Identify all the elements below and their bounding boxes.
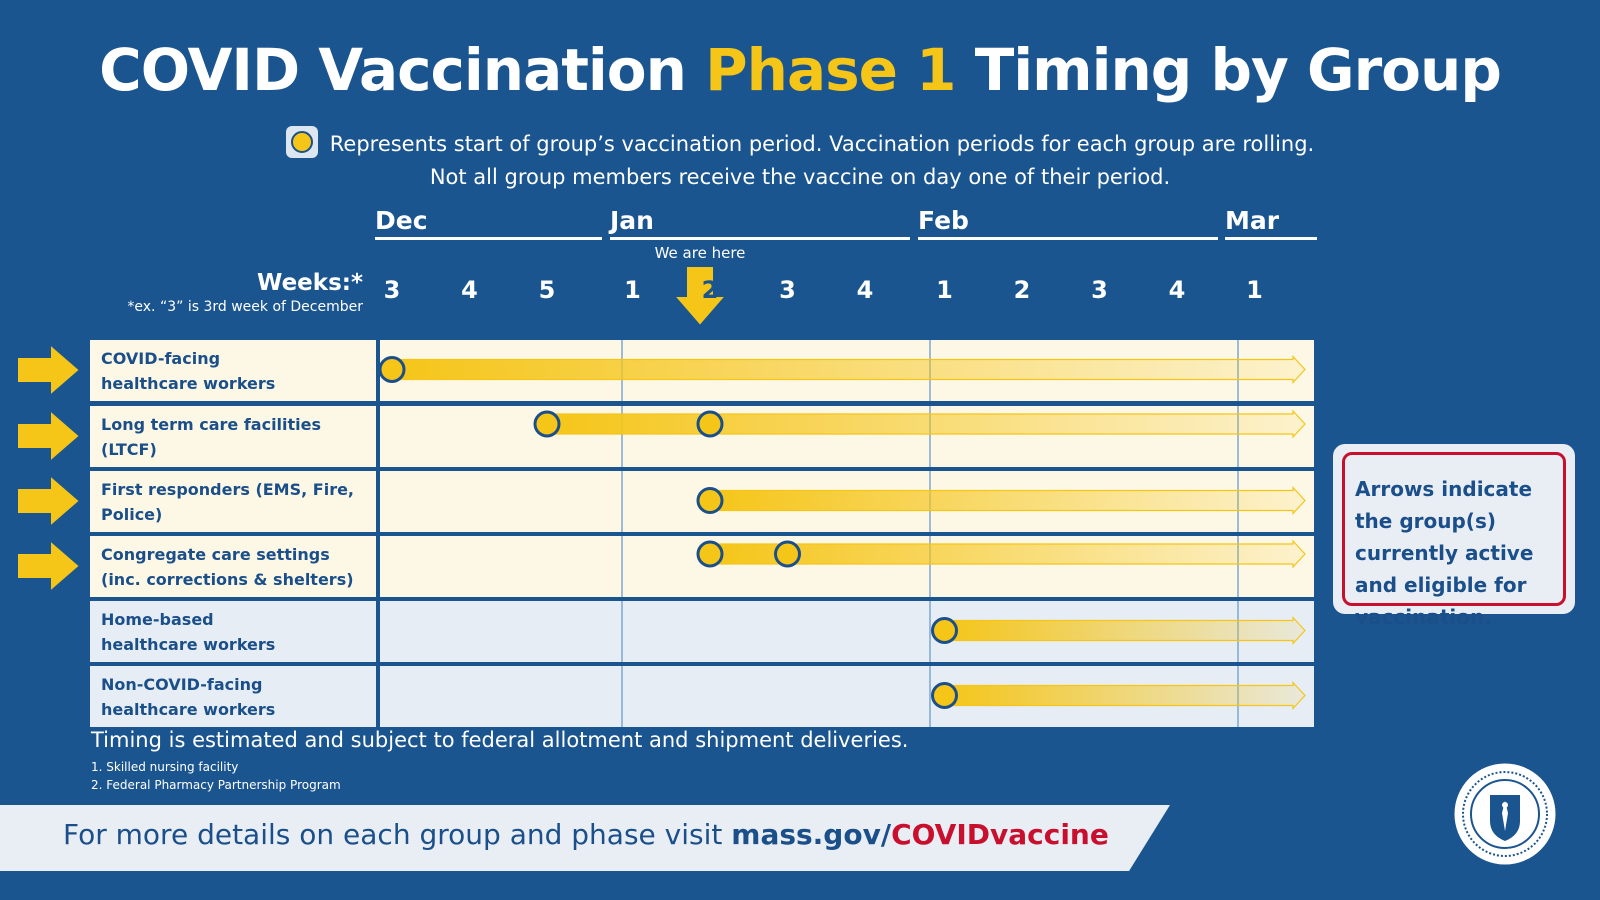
month-dec: Dec [375,206,602,240]
callout-text: Arrows indicate the group(s) currently a… [1342,452,1566,629]
week-number: 5 [538,276,556,304]
week-number: 1 [1246,276,1263,304]
legend-line1: Represents start of group’s vaccination … [329,132,1315,156]
active-group-arrow [16,538,82,594]
group-label-text: Non-COVID-facing healthcare workers [101,672,275,722]
banner-lead: For more details on each group and phase… [63,818,732,851]
vaccination-period-bar [709,539,1306,569]
group-label-line1: Non-COVID-facing [101,674,263,694]
group-label-line2: Police) [101,504,163,524]
group-label: First responders (EMS, Fire, Police) [90,471,376,532]
group-label-text: Home-based healthcare workers [101,607,275,657]
group-label-line1: Home-based [101,609,214,629]
vaccination-period-bar [943,680,1306,711]
arrow-down-icon [673,266,727,328]
vaccination-period-bar [546,409,1306,439]
start-marker [696,487,724,514]
week-number: 4 [1168,276,1186,304]
start-marker [533,410,561,438]
group-label-line1: First responders (EMS, Fire, [101,479,355,499]
group-label-text: Long term care facilities (LTCF) [101,412,376,462]
group-label-line2: healthcare workers [101,373,276,393]
arrow-right-icon [16,408,82,464]
week-number: 4 [461,276,478,304]
group-timeline [380,471,1314,532]
vaccination-period-bar [391,354,1306,385]
group-label: Congregate care settings (inc. correction… [90,536,376,597]
title-part2: Timing by Group [955,36,1502,104]
week-number: 1 [624,276,641,304]
massachusetts-seal-icon [1451,760,1559,868]
legend: Represents start of group’s vaccination … [0,126,1600,193]
week-number: 4 [856,276,874,304]
page-title: COVID Vaccination Phase 1 Timing by Grou… [0,36,1600,104]
group-label-text: Congregate care settings (inc. correction… [101,542,354,592]
group-label-line2: healthcare workers [101,634,276,654]
footnote-2: 2. Federal Pharmacy Partnership Program [91,778,341,792]
arrow-right-icon [16,538,82,594]
group-timeline [380,666,1314,727]
start-marker [774,540,801,568]
title-highlight: Phase 1 [705,36,956,104]
group-label-line1: Long term care facilities (LTCF) [101,414,322,459]
timing-note: Timing is estimated and subject to feder… [91,728,909,752]
group-label: COVID-facing healthcare workers [90,340,376,401]
month-mar: Mar [1225,206,1317,240]
title-part1: COVID Vaccination [99,36,706,104]
banner-text: For more details on each group and phase… [63,818,1109,851]
group-timeline [380,601,1314,662]
legend-line2: Not all group members receive the vaccin… [429,165,1171,189]
banner-link-path[interactable]: COVIDvaccine [891,818,1109,851]
banner-link-domain[interactable]: mass.gov/ [731,818,892,851]
start-marker [696,540,724,568]
group-label-line2: healthcare workers [101,699,276,719]
weeks-note: *ex. “3” is 3rd week of December [127,299,363,315]
group-timeline [380,340,1314,401]
week-number: 2 [701,276,719,304]
banner [0,805,1170,871]
group-label: Home-based healthcare workers [90,601,376,662]
start-marker-icon [285,126,318,158]
footnote-1: 1. Skilled nursing facility [91,760,239,774]
group-label-line1: Congregate care settings [101,544,330,564]
active-group-arrow [16,473,82,529]
vaccination-period-bar [943,615,1306,646]
active-group-arrow [16,342,82,398]
vaccination-period-bar [709,485,1306,516]
group-label-line2: (inc. corrections & shelters) [101,569,354,589]
week-number: 3 [383,276,401,304]
week-number: 2 [1013,276,1031,304]
month-jan: Jan [610,206,910,240]
group-label: Non-COVID-facing healthcare workers [90,666,376,727]
start-marker [931,617,958,644]
start-marker [931,682,958,709]
group-label-text: COVID-facing healthcare workers [101,346,275,396]
group-label-text: First responders (EMS, Fire, Police) [101,477,354,527]
week-number: 1 [936,276,953,304]
we-are-here-label: We are here [654,244,746,262]
start-marker [696,410,724,438]
arrow-right-icon [16,342,82,398]
active-group-arrow [16,408,82,464]
group-label: Long term care facilities (LTCF) [90,406,376,467]
group-timeline [380,406,1314,467]
arrow-right-icon [16,473,82,529]
week-number: 3 [779,276,796,304]
group-label-line1: COVID-facing [101,348,221,368]
weeks-label: Weeks:* [257,270,363,296]
group-timeline [380,536,1314,597]
week-number: 3 [1091,276,1108,304]
start-marker [380,356,406,383]
month-feb: Feb [918,206,1218,240]
